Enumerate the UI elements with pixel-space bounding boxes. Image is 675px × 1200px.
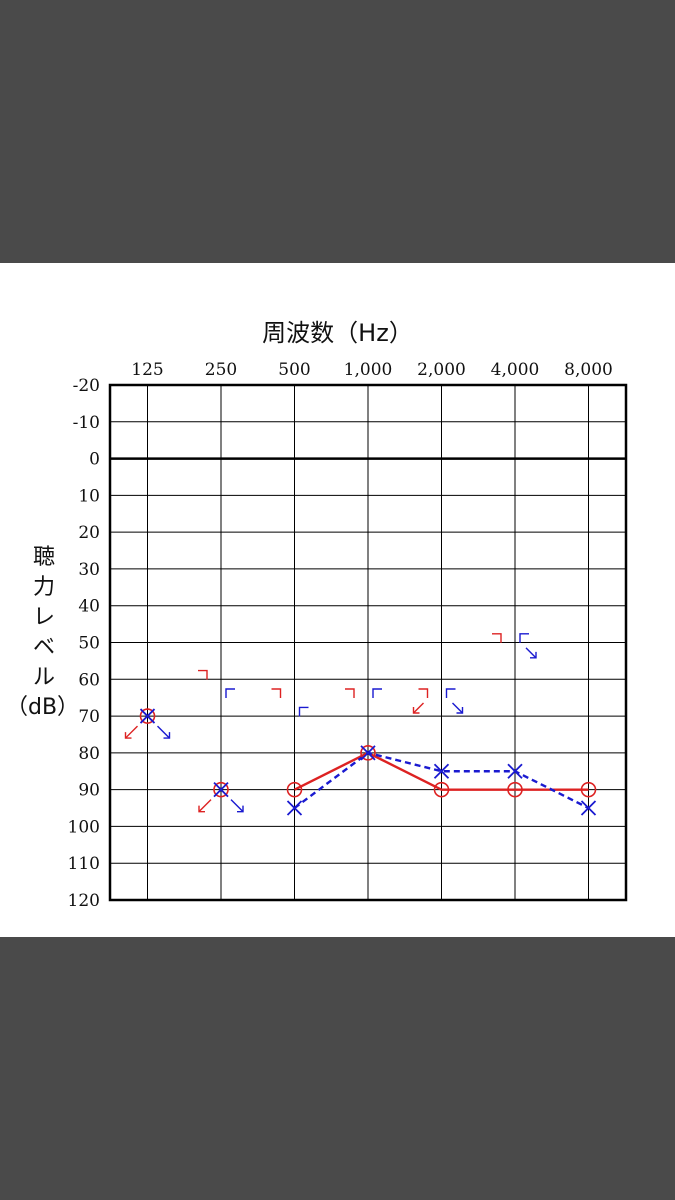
no-response-arrow xyxy=(198,799,212,813)
x-tick-label: 125 xyxy=(131,360,163,380)
left-ear-air-line xyxy=(293,751,590,810)
no-response-arrow-head xyxy=(530,651,537,659)
y-tick-label: 0 xyxy=(89,450,100,470)
y-tick-label: 120 xyxy=(68,891,100,911)
y-tick-label: -10 xyxy=(73,413,100,433)
y-tick-label: 90 xyxy=(78,781,100,801)
left-ear-bone-marker xyxy=(298,706,309,717)
left-ear-bone-marker xyxy=(225,688,235,698)
audiogram-plot: -20 -10 0 10 20 30 40 50 60 70 80 90 100 110 120 125 250… xyxy=(68,360,628,911)
no-response-arrow-head xyxy=(198,805,205,813)
y-tick-label: 20 xyxy=(78,523,100,543)
right-ear-circle-marker xyxy=(580,781,597,798)
no-response-arrow-head xyxy=(237,805,244,813)
no-response-arrow xyxy=(452,702,463,714)
left-ear-x-marker xyxy=(139,708,156,724)
left-ear-bone-marker xyxy=(519,633,529,643)
x-tick-label: 500 xyxy=(278,360,310,380)
y-tick-label: 40 xyxy=(78,597,100,617)
no-response-arrow-head xyxy=(456,707,464,714)
right-ear-circle-marker xyxy=(433,781,450,798)
y-axis-title: 聴 力 レ ベ ル （dB） xyxy=(6,543,79,723)
right-ear-circle-marker xyxy=(213,781,229,798)
x-tick-label: 2,000 xyxy=(417,360,466,380)
right-ear-air-line xyxy=(293,751,589,791)
right-ear-circle-marker xyxy=(360,745,376,761)
x-tick-label: 250 xyxy=(205,360,237,380)
y-axis-title-char: ベ xyxy=(32,635,55,660)
y-axis-title-unit: （dB） xyxy=(6,695,80,720)
y-tick-label: -20 xyxy=(73,376,100,396)
no-response-arrow xyxy=(525,647,537,659)
no-response-arrow xyxy=(157,725,170,739)
left-ear-x-marker xyxy=(213,782,229,798)
x-tick-label: 8,000 xyxy=(564,360,613,380)
y-axis-title-char: 聴 xyxy=(32,545,55,570)
y-axis-title-char: レ xyxy=(32,605,55,630)
no-response-arrow xyxy=(413,702,424,714)
right-ear-bone-marker xyxy=(345,688,355,698)
no-response-arrow-head xyxy=(412,707,420,714)
left-ear-x-marker xyxy=(433,763,450,779)
left-ear-x-marker xyxy=(580,800,597,816)
right-ear-circle-marker xyxy=(139,708,156,724)
y-axis-title-char: ル xyxy=(32,665,55,690)
x-axis-title: 周波数（Hz） xyxy=(262,319,413,347)
y-axis-title-char: 力 xyxy=(32,575,55,600)
y-tick-label: 10 xyxy=(78,486,100,506)
right-ear-circle-marker xyxy=(507,781,523,798)
y-tick-label: 60 xyxy=(78,670,100,690)
bottom-dark-band xyxy=(0,937,675,1200)
right-ear-bone-marker xyxy=(492,633,502,643)
no-response-arrow xyxy=(125,725,138,739)
plot-frame xyxy=(108,383,628,902)
left-ear-x-marker xyxy=(507,763,523,779)
right-ear-bone-marker xyxy=(198,669,208,680)
y-tick-label: 70 xyxy=(78,707,100,727)
no-response-arrow-head xyxy=(124,732,132,739)
y-tick-label: 80 xyxy=(78,744,100,764)
left-ear-x-marker xyxy=(286,800,303,816)
no-response-arrow-head xyxy=(163,732,171,739)
top-dark-band xyxy=(0,0,675,263)
x-tick-label: 1,000 xyxy=(344,360,393,380)
audiogram-card xyxy=(0,263,675,937)
left-ear-bone-marker xyxy=(445,688,456,698)
x-tick-label: 4,000 xyxy=(491,360,540,380)
y-tick-label: 110 xyxy=(68,854,100,874)
left-ear-bone-marker xyxy=(372,688,382,698)
no-response-arrow xyxy=(230,799,244,813)
right-ear-bone-marker xyxy=(271,688,282,698)
left-ear-x-marker xyxy=(360,745,376,761)
right-ear-bone-marker xyxy=(418,688,429,698)
y-tick-label: 30 xyxy=(78,560,100,580)
y-tick-label: 50 xyxy=(78,634,100,654)
y-tick-label: 100 xyxy=(68,817,100,837)
right-ear-circle-marker xyxy=(286,781,303,798)
